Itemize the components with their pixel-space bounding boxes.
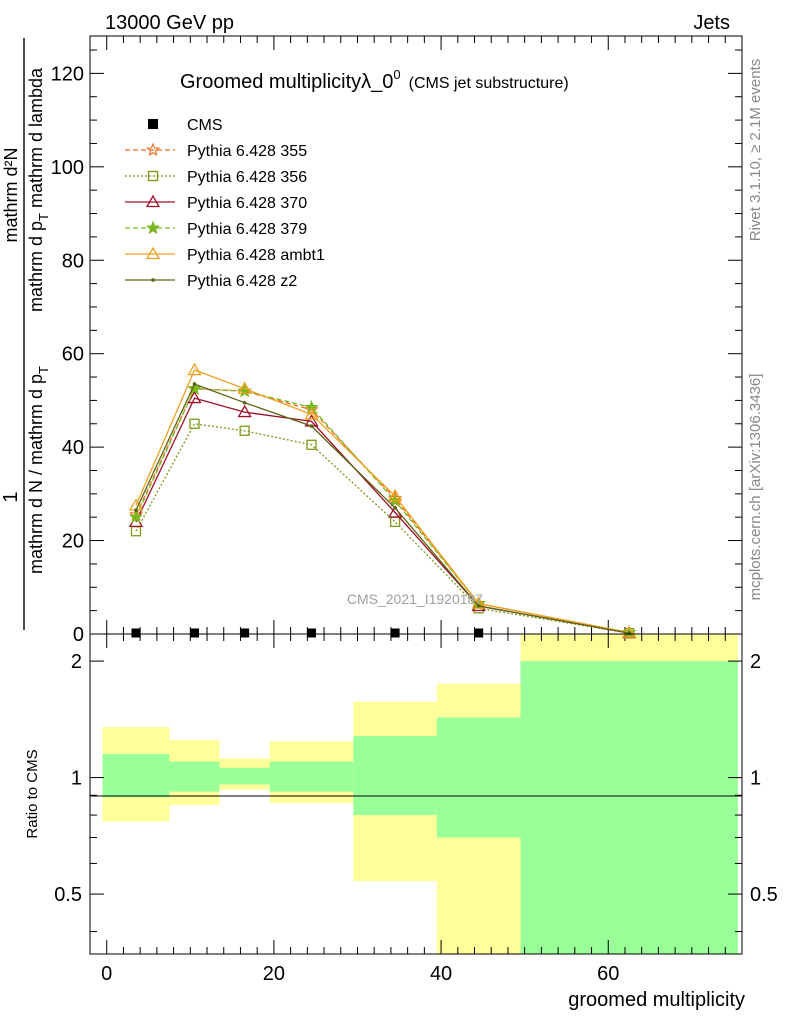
chart-title-main: Groomed multiplicityλ_0	[180, 71, 393, 93]
legend-marker	[145, 194, 161, 208]
series-point	[237, 381, 252, 394]
ratio-tick-label-right: 2	[750, 651, 761, 673]
legend-label: Pythia 6.428 ambt1	[187, 247, 325, 264]
x-tick-label: 20	[263, 963, 285, 985]
main-axis-ticks: 20 40 60 80 100 120 0	[51, 36, 742, 646]
series-point	[387, 488, 403, 502]
main-ylabel-top-denominator: mathrm d pT mathrm d lambda	[26, 67, 51, 312]
cms-point	[474, 628, 484, 638]
series-layer	[128, 362, 637, 639]
series-point	[192, 382, 197, 386]
y-tick-label: 100	[51, 157, 84, 179]
series-point	[309, 424, 314, 428]
y-tick-label: 20	[62, 531, 84, 553]
chart-subtitle: (CMS jet substructure)	[409, 75, 569, 92]
series-point	[128, 509, 144, 524]
ratio-band-inner	[102, 754, 170, 798]
main-ylabel-top-numerator: mathrm d²N	[1, 147, 21, 242]
header-right-label: Jets	[693, 12, 730, 34]
series-point	[187, 381, 202, 395]
series-point	[306, 439, 317, 450]
y-tick-label: 80	[62, 250, 84, 272]
ratio-band-inner	[520, 661, 738, 954]
series-point	[622, 625, 637, 638]
ratio-tick-label-right: 1	[750, 768, 761, 790]
chart-title: Groomed multiplicityλ_00 (CMS jet substru…	[180, 67, 569, 93]
series-line	[135, 369, 630, 634]
ratio-tick-label: 1	[71, 768, 82, 790]
main-y-axis-label: 1 mathrm d N / mathrm d pT mathrm d²N ma…	[0, 38, 51, 630]
legend-label: Pythia 6.428 355	[187, 143, 307, 160]
cms-point	[131, 628, 141, 638]
header-left-label: 13000 GeV pp	[105, 12, 234, 34]
rivet-version-label: Rivet 3.1.10, ≥ 2.1M events	[747, 59, 764, 242]
series-point	[130, 526, 142, 537]
ratio-band-inner	[436, 717, 521, 838]
series-point	[242, 400, 247, 405]
series-point	[304, 407, 319, 420]
series-point	[189, 418, 200, 429]
cms-point	[307, 628, 317, 638]
y-tick-label: 40	[62, 437, 84, 459]
series-line	[135, 423, 630, 634]
legend-cms-label: CMS	[187, 117, 223, 134]
main-ylabel-numerator: 1	[0, 491, 22, 502]
series-point	[237, 404, 252, 418]
ratio-plot-frame-overlay	[89, 633, 743, 955]
legend-marker	[145, 142, 161, 157]
ratio-band-inner	[169, 761, 220, 792]
ratio-tick-label: 0.5	[54, 884, 82, 906]
legend-marker	[145, 246, 161, 260]
y-tick-label-zero: 0	[73, 624, 84, 646]
series-point	[393, 506, 397, 510]
x-tick-label: 60	[597, 963, 619, 985]
series-point	[389, 516, 401, 528]
legend-label: Pythia 6.428 356	[187, 169, 307, 186]
series-point	[304, 402, 319, 416]
cms-point	[390, 628, 400, 638]
cms-point	[240, 628, 250, 638]
y-tick-label: 120	[51, 63, 84, 85]
y-tick-label: 60	[62, 344, 84, 366]
legend-marker	[151, 278, 155, 282]
series-point	[239, 425, 250, 436]
ratio-axis-ticks: 0.5 0.51 12 20 20 40 60	[54, 634, 778, 985]
legend-cms-marker	[148, 119, 158, 129]
ratio-tick-label: 2	[71, 651, 82, 673]
legend-label: Pythia 6.428 z2	[187, 273, 297, 290]
cms-point	[189, 628, 199, 638]
chart-title-sup: 0	[393, 67, 400, 82]
x-tick-label: 40	[430, 963, 452, 985]
legend: CMS Pythia 6.428 355 Pythia 6.428 356 Pythi…	[125, 117, 325, 290]
x-tick-label: 0	[101, 963, 112, 985]
ratio-y-axis-label: Ratio to CMS	[24, 749, 41, 838]
ratio-band-inner	[219, 767, 270, 785]
legend-marker	[147, 170, 159, 182]
legend-label: Pythia 6.428 379	[187, 221, 307, 238]
series-point	[187, 362, 202, 376]
legend-marker	[145, 220, 161, 235]
x-axis-label: groomed multiplicity	[568, 989, 745, 1011]
ratio-band-inner	[269, 761, 354, 792]
ratio-tick-label-right: 0.5	[750, 884, 778, 906]
series-point	[134, 508, 138, 512]
legend-label: Pythia 6.428 370	[187, 195, 307, 212]
series-point	[476, 604, 481, 608]
watermark-label: CMS_2021_I1920187	[347, 591, 483, 607]
main-ylabel-denominator: mathrm d N / mathrm d pT	[26, 366, 51, 574]
series-point	[304, 399, 319, 414]
ratio-bands	[102, 634, 738, 954]
ratio-band-inner	[353, 736, 437, 816]
mcplots-label: mcplots.cern.ch [arXiv:1306.3436]	[747, 374, 764, 601]
series-point	[187, 390, 202, 404]
